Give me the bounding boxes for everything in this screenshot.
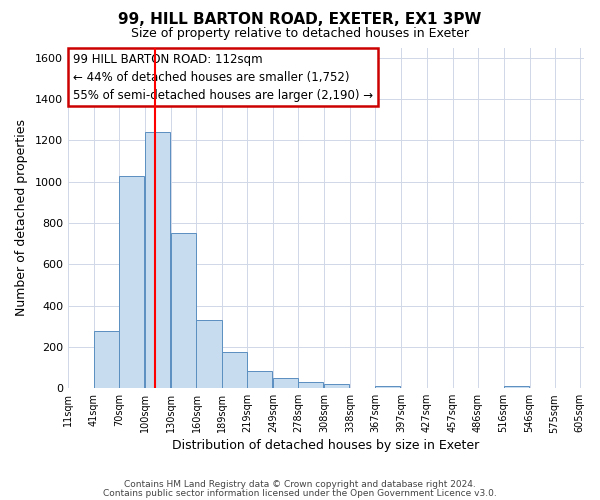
Bar: [196, 320, 221, 388]
Bar: [221, 352, 247, 388]
Text: 99 HILL BARTON ROAD: 112sqm
← 44% of detached houses are smaller (1,752)
55% of : 99 HILL BARTON ROAD: 112sqm ← 44% of det…: [73, 52, 373, 102]
Bar: [324, 384, 349, 388]
X-axis label: Distribution of detached houses by size in Exeter: Distribution of detached houses by size …: [172, 440, 479, 452]
Bar: [298, 382, 323, 388]
Y-axis label: Number of detached properties: Number of detached properties: [15, 120, 28, 316]
Text: Size of property relative to detached houses in Exeter: Size of property relative to detached ho…: [131, 28, 469, 40]
Bar: [94, 332, 119, 388]
Bar: [145, 132, 170, 388]
Bar: [119, 176, 144, 388]
Bar: [375, 386, 400, 388]
Text: 99, HILL BARTON ROAD, EXETER, EX1 3PW: 99, HILL BARTON ROAD, EXETER, EX1 3PW: [118, 12, 482, 28]
Text: Contains public sector information licensed under the Open Government Licence v3: Contains public sector information licen…: [103, 488, 497, 498]
Bar: [273, 378, 298, 388]
Text: Contains HM Land Registry data © Crown copyright and database right 2024.: Contains HM Land Registry data © Crown c…: [124, 480, 476, 489]
Bar: [170, 234, 196, 388]
Bar: [503, 386, 529, 388]
Bar: [247, 370, 272, 388]
